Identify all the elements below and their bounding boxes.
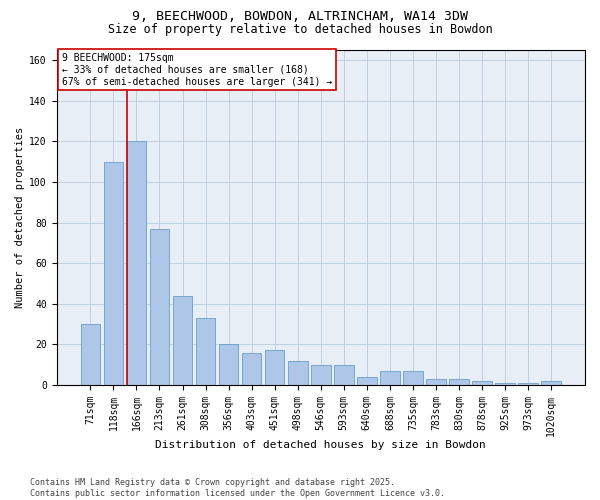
X-axis label: Distribution of detached houses by size in Bowdon: Distribution of detached houses by size … <box>155 440 486 450</box>
Bar <box>380 371 400 385</box>
Bar <box>242 352 262 385</box>
Bar <box>173 296 192 385</box>
Bar <box>496 383 515 385</box>
Bar <box>219 344 238 385</box>
Bar <box>472 381 492 385</box>
Bar <box>265 350 284 385</box>
Bar <box>80 324 100 385</box>
Text: 9, BEECHWOOD, BOWDON, ALTRINCHAM, WA14 3DW: 9, BEECHWOOD, BOWDON, ALTRINCHAM, WA14 3… <box>132 10 468 23</box>
Text: 9 BEECHWOOD: 175sqm
← 33% of detached houses are smaller (168)
67% of semi-detac: 9 BEECHWOOD: 175sqm ← 33% of detached ho… <box>62 54 332 86</box>
Bar <box>541 381 561 385</box>
Bar <box>518 383 538 385</box>
Bar <box>449 379 469 385</box>
Text: Contains HM Land Registry data © Crown copyright and database right 2025.
Contai: Contains HM Land Registry data © Crown c… <box>30 478 445 498</box>
Y-axis label: Number of detached properties: Number of detached properties <box>15 127 25 308</box>
Bar <box>288 360 308 385</box>
Bar <box>334 364 353 385</box>
Bar <box>311 364 331 385</box>
Bar <box>196 318 215 385</box>
Bar <box>149 228 169 385</box>
Bar <box>104 162 123 385</box>
Bar <box>403 371 423 385</box>
Bar <box>127 142 146 385</box>
Text: Size of property relative to detached houses in Bowdon: Size of property relative to detached ho… <box>107 22 493 36</box>
Bar <box>426 379 446 385</box>
Bar <box>357 377 377 385</box>
